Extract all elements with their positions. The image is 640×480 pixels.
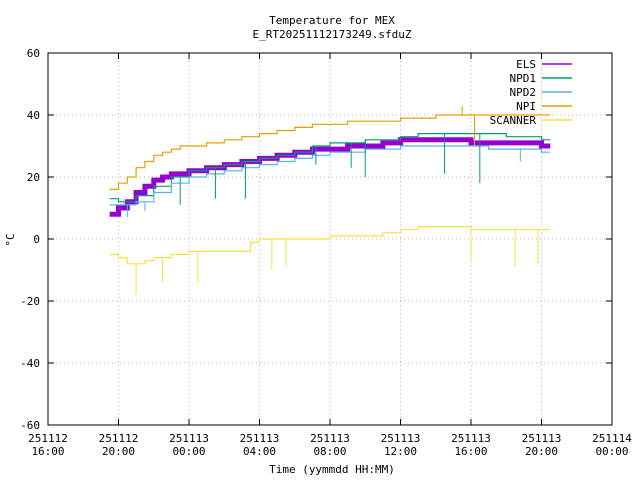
series-line-npd2 (109, 145, 551, 206)
x-tick-time: 12:00 (384, 445, 417, 458)
x-tick-date: 251112 (99, 432, 139, 445)
x-tick-date: 251112 (28, 432, 68, 445)
x-tick-time: 16:00 (454, 445, 487, 458)
x-tick-date: 251113 (310, 432, 350, 445)
x-tick-time: 00:00 (172, 445, 205, 458)
legend-label-els: ELS (516, 58, 536, 71)
x-tick-date: 251113 (381, 432, 421, 445)
x-tick-time: 04:00 (243, 445, 276, 458)
chart-subtitle: E_RT20251112173249.sfduZ (253, 28, 412, 41)
y-tick-label: -40 (20, 357, 40, 370)
x-tick-date: 251113 (522, 432, 562, 445)
x-tick-time: 08:00 (313, 445, 346, 458)
series-layer (109, 105, 551, 295)
x-axis-label: Time (yymmdd HH:MM) (269, 463, 395, 476)
series-line-npi (109, 114, 551, 190)
chart-title: Temperature for MEX (269, 14, 395, 27)
y-tick-label: 0 (33, 233, 40, 246)
x-tick-date: 251113 (240, 432, 280, 445)
legend-label-npi: NPI (516, 100, 536, 113)
x-tick-date: 251114 (592, 432, 632, 445)
x-tick-date: 251113 (169, 432, 209, 445)
x-tick-time: 20:00 (525, 445, 558, 458)
x-tick-time: 00:00 (595, 445, 628, 458)
y-tick-label: 40 (27, 109, 40, 122)
x-tick-time: 16:00 (31, 445, 64, 458)
legend-label-npd1: NPD1 (510, 72, 537, 85)
x-tick-time: 20:00 (102, 445, 135, 458)
x-axis-ticks: 25111216:0025111220:0025111300:002511130… (28, 53, 632, 458)
y-tick-label: -20 (20, 295, 40, 308)
legend-label-npd2: NPD2 (510, 86, 537, 99)
y-tick-label: -60 (20, 419, 40, 432)
y-axis-ticks: -60 -40 -20 0 20 40 60 (20, 47, 612, 432)
series-line-scanner (109, 226, 551, 265)
y-tick-label: 20 (27, 171, 40, 184)
y-axis-label: °C (4, 233, 17, 246)
y-tick-label: 60 (27, 47, 40, 60)
legend-label-scanner: SCANNER (490, 114, 537, 127)
x-tick-date: 251113 (451, 432, 491, 445)
